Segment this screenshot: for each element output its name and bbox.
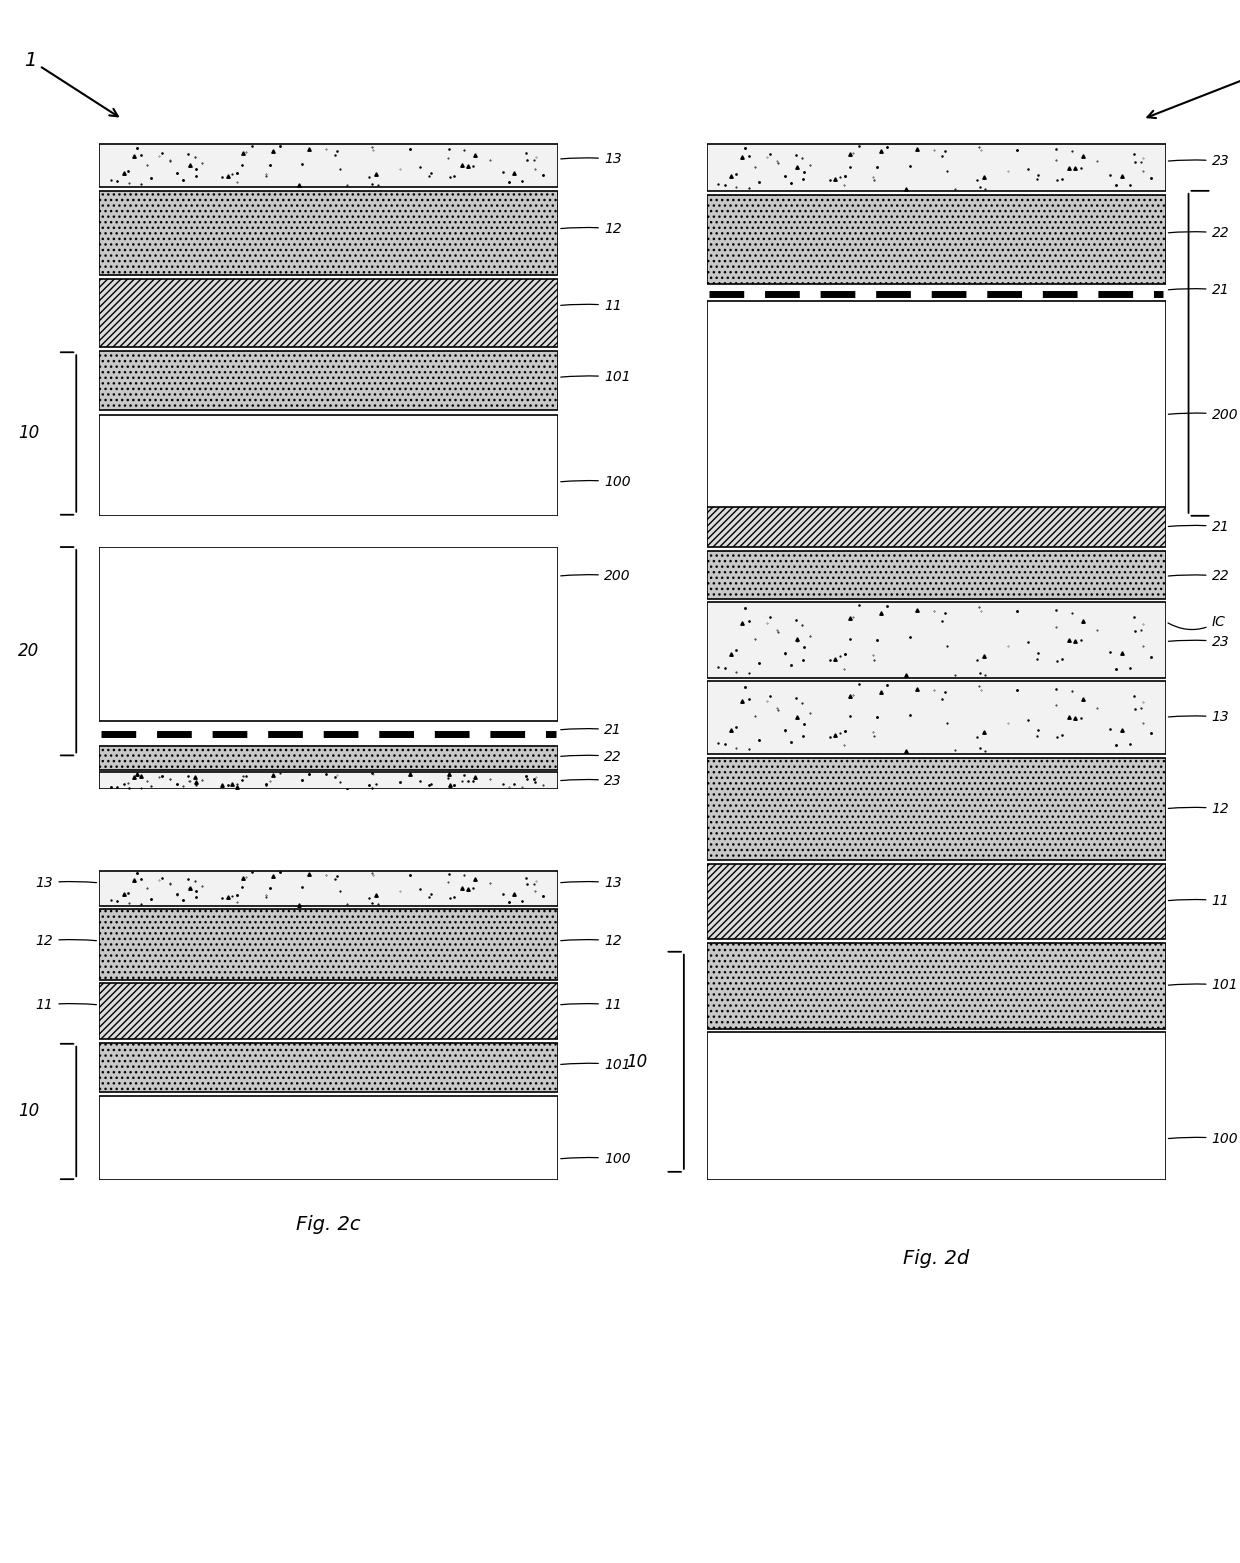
Text: 21: 21 xyxy=(560,724,621,738)
Text: Fig. 2d: Fig. 2d xyxy=(903,1249,970,1268)
Text: 2: 2 xyxy=(1147,50,1240,119)
Bar xyxy=(707,602,1166,678)
Text: 12: 12 xyxy=(36,935,97,947)
Text: Fig. 2a: Fig. 2a xyxy=(295,558,362,577)
Text: 11: 11 xyxy=(1168,894,1229,908)
Bar xyxy=(99,414,558,516)
Text: 10: 10 xyxy=(626,1053,647,1071)
Text: Fig. 2b: Fig. 2b xyxy=(903,558,970,577)
Text: 23: 23 xyxy=(1168,155,1229,169)
Text: 11: 11 xyxy=(36,997,97,1011)
Bar xyxy=(99,191,558,275)
Text: 23: 23 xyxy=(560,774,621,788)
Text: 101: 101 xyxy=(1168,978,1238,993)
Bar xyxy=(707,1032,1166,1180)
Bar xyxy=(99,983,558,1039)
Text: 22: 22 xyxy=(1168,569,1229,583)
Text: 12: 12 xyxy=(560,222,621,236)
Text: 11: 11 xyxy=(560,299,621,313)
Bar xyxy=(99,1043,558,1093)
Text: 11: 11 xyxy=(560,997,621,1011)
Text: 20: 20 xyxy=(19,642,40,660)
Bar xyxy=(99,280,558,347)
Text: Fig. 2c: Fig. 2c xyxy=(296,1216,361,1235)
Bar xyxy=(707,144,1166,191)
Bar xyxy=(707,942,1166,1028)
Bar xyxy=(707,864,1166,939)
Text: 200: 200 xyxy=(560,569,630,583)
Text: 13: 13 xyxy=(36,875,97,889)
Text: 21: 21 xyxy=(1168,283,1229,297)
Text: 100: 100 xyxy=(1168,1132,1238,1146)
Text: 23: 23 xyxy=(1168,635,1229,649)
Text: 101: 101 xyxy=(560,1058,630,1072)
Bar xyxy=(707,550,1166,599)
Text: 21: 21 xyxy=(1168,520,1229,533)
Text: 10: 10 xyxy=(19,425,40,442)
Bar xyxy=(99,772,558,789)
Text: 12: 12 xyxy=(1168,802,1229,816)
Bar xyxy=(707,758,1166,860)
Text: 100: 100 xyxy=(560,475,630,489)
Text: 22: 22 xyxy=(1168,227,1229,241)
Bar xyxy=(707,195,1166,283)
Bar xyxy=(99,871,558,905)
Text: 22: 22 xyxy=(560,750,621,764)
Bar xyxy=(707,681,1166,753)
Text: IC: IC xyxy=(1168,614,1225,630)
Text: 101: 101 xyxy=(560,370,630,384)
Bar xyxy=(99,1096,558,1180)
Text: 13: 13 xyxy=(560,152,621,166)
Bar xyxy=(707,300,1166,516)
Text: 200: 200 xyxy=(1168,408,1238,422)
Bar xyxy=(99,352,558,410)
Bar xyxy=(99,746,558,771)
Text: 12: 12 xyxy=(560,935,621,947)
Text: 13: 13 xyxy=(1168,710,1229,724)
Text: 100: 100 xyxy=(560,1152,630,1166)
Text: 10: 10 xyxy=(19,1102,40,1121)
Text: 1: 1 xyxy=(25,50,118,116)
Bar xyxy=(707,508,1166,547)
Bar xyxy=(99,547,558,722)
Text: 13: 13 xyxy=(560,875,621,889)
Bar xyxy=(99,144,558,186)
Bar xyxy=(99,910,558,980)
